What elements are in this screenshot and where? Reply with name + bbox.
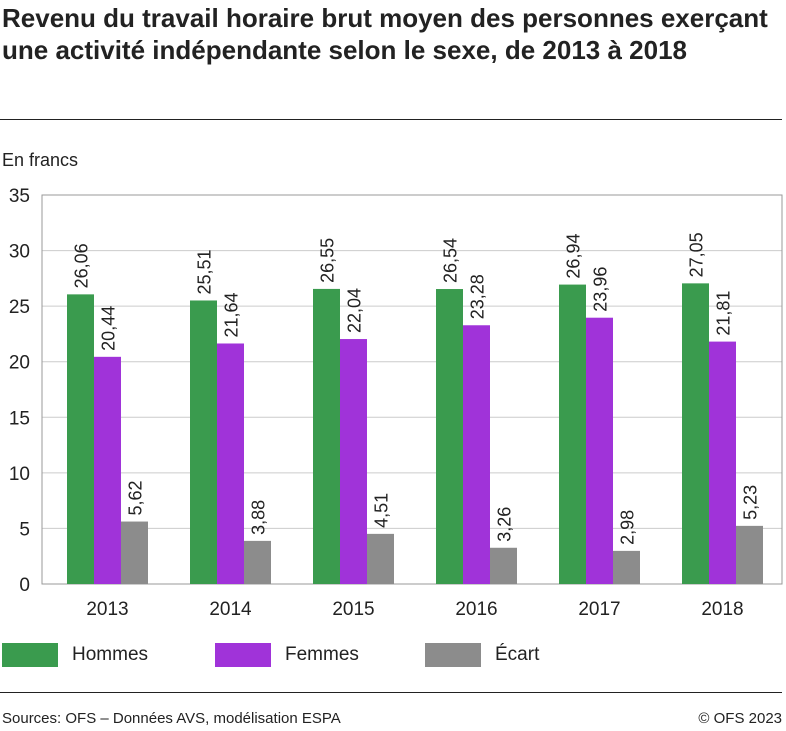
bar-écart-2017 [613,550,640,584]
bar-femmes-2015 [340,339,367,584]
bar-femmes-2013 [94,356,121,584]
data-label: 23,96 [591,267,611,312]
data-label: 5,23 [741,485,761,520]
data-label: 21,64 [222,292,242,337]
bar-hommes-2014 [190,300,217,584]
x-tick-label: 2015 [332,599,374,620]
y-tick-label: 0 [19,575,30,596]
bar-hommes-2016 [436,289,463,584]
data-label: 26,54 [441,238,461,283]
data-label: 27,05 [687,232,707,277]
y-tick-label: 20 [9,353,30,374]
data-label: 22,04 [345,288,365,333]
bar-écart-2018 [736,525,763,584]
top-divider [0,119,782,120]
bar-femmes-2014 [217,343,244,584]
bar-femmes-2017 [586,317,613,584]
bar-écart-2016 [490,547,517,584]
y-axis-unit-label: En francs [2,150,79,170]
source-note: Sources: OFS – Données AVS, modélisation… [2,710,341,727]
data-label: 25,51 [195,249,215,294]
bar-femmes-2018 [709,341,736,584]
data-label: 23,28 [468,274,488,319]
bar-hommes-2017 [559,284,586,584]
y-tick-label: 15 [9,408,30,429]
bar-écart-2014 [244,540,271,584]
x-tick-label: 2014 [209,599,252,620]
y-tick-label: 30 [9,242,30,263]
legend-label: Femmes [285,644,359,665]
data-label: 26,06 [72,243,92,288]
bar-femmes-2016 [463,325,490,584]
bar-chart: 0 5 10 15 20 25 30 35 2013 26,06 20,44 5,62 2014 25,5… [9,186,783,620]
x-tick-label: 2016 [455,599,497,620]
data-label: 21,81 [714,291,734,336]
bar-hommes-2015 [313,288,340,584]
legend-swatch-femmes [215,643,271,667]
y-tick-label: 10 [9,464,30,485]
x-tick-label: 2017 [578,599,620,620]
legend-label: Hommes [72,644,149,665]
y-tick-label: 25 [9,297,30,318]
chart-title: Revenu du travail horaire brut moyen des… [2,3,768,65]
data-label: 3,26 [495,507,515,542]
data-label: 20,44 [99,306,119,351]
legend-swatch-ecart [425,643,481,667]
y-tick-label: 5 [19,519,30,540]
y-tick-label: 35 [9,186,30,207]
data-label: 26,55 [318,238,338,283]
legend-label: Écart [495,644,540,665]
data-label: 5,62 [126,480,146,515]
data-label: 4,51 [372,493,392,528]
bar-écart-2015 [367,533,394,584]
bar-hommes-2013 [67,294,94,584]
bar-écart-2013 [121,521,148,584]
bar-hommes-2018 [682,283,709,584]
copyright: © OFS 2023 [698,710,782,727]
data-label: 26,94 [564,234,584,279]
plot-frame [41,194,783,585]
bottom-divider [0,692,782,693]
data-label: 2,98 [618,510,638,545]
legend-swatch-hommes [2,643,58,667]
x-tick-label: 2018 [701,599,743,620]
x-tick-label: 2013 [86,599,128,620]
data-label: 3,88 [249,500,269,535]
